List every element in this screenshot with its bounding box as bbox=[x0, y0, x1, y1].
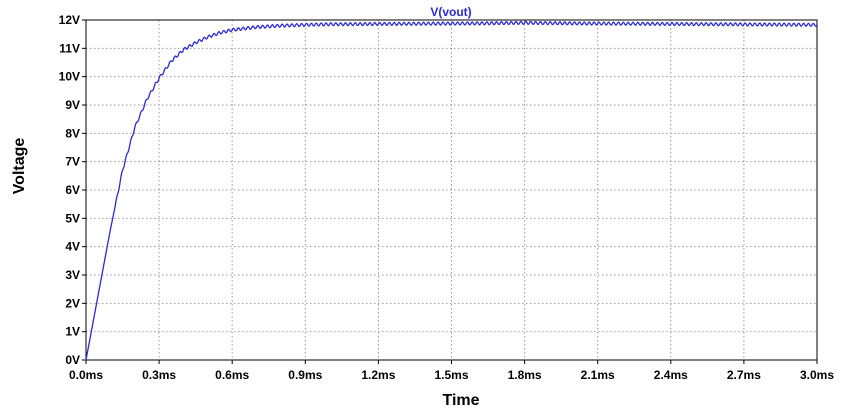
x-tick-label: 2.4ms bbox=[654, 368, 688, 382]
y-tick-label: 1V bbox=[65, 325, 80, 339]
x-axis-label: Time bbox=[442, 392, 479, 409]
series-line-vout bbox=[85, 20, 818, 361]
x-tick-label: 0.6ms bbox=[215, 368, 249, 382]
x-tick-label: 1.2ms bbox=[361, 368, 395, 382]
x-tick-label: 2.1ms bbox=[581, 368, 615, 382]
y-tick-label: 3V bbox=[65, 268, 80, 282]
trace-label: V(vout) bbox=[430, 5, 471, 19]
x-tick-label: 2.7ms bbox=[727, 368, 761, 382]
x-tick-label: 3.0ms bbox=[800, 368, 834, 382]
y-tick-label: 5V bbox=[65, 211, 80, 225]
grid-lines bbox=[86, 20, 817, 360]
y-tick-label: 12V bbox=[59, 13, 80, 27]
y-tick-label: 9V bbox=[65, 98, 80, 112]
x-tick-label: 0.3ms bbox=[142, 368, 176, 382]
y-tick-label: 10V bbox=[59, 70, 80, 84]
x-tick-label: 1.8ms bbox=[508, 368, 542, 382]
y-tick-label: 6V bbox=[65, 183, 80, 197]
x-tick-label: 0.9ms bbox=[288, 368, 322, 382]
y-tick-label: 11V bbox=[59, 41, 80, 55]
y-axis-label: Voltage bbox=[11, 138, 28, 195]
x-axis-ticks: 0.0ms 0.3ms 0.6ms 0.9ms 1.2ms 1.5ms 1.8ms 2.1ms… bbox=[69, 360, 834, 382]
y-tick-label: 7V bbox=[65, 155, 80, 169]
y-tick-label: 0V bbox=[65, 353, 80, 367]
y-axis-ticks: 0V 1V 2V 3V 4V 5V 6V 7V 8V 9V 10V 11V 12V bbox=[59, 13, 86, 367]
y-tick-label: 4V bbox=[65, 240, 80, 254]
y-tick-label: 8V bbox=[65, 126, 80, 140]
series-group bbox=[85, 20, 818, 361]
x-tick-label: 0.0ms bbox=[69, 368, 103, 382]
y-tick-label: 2V bbox=[65, 296, 80, 310]
x-tick-label: 1.5ms bbox=[434, 368, 468, 382]
